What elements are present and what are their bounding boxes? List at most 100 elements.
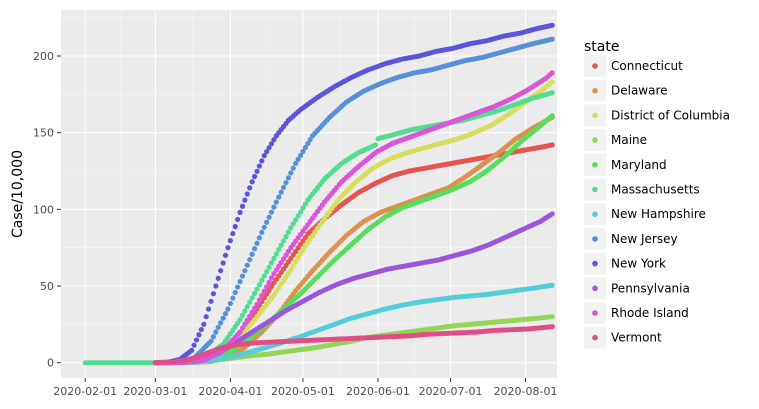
legend-item: Massachusetts xyxy=(584,178,700,201)
legend-label: New York xyxy=(611,257,666,271)
legend-label: New Hampshire xyxy=(611,207,706,221)
x-tick-label: 2020-06-01 xyxy=(346,385,410,398)
legend-label: District of Columbia xyxy=(611,108,730,122)
point-new-york xyxy=(193,337,200,343)
legend-key-swatch xyxy=(592,310,598,316)
point-connecticut xyxy=(549,142,555,148)
series-new-jersey xyxy=(157,36,555,366)
point-rhode-island xyxy=(242,321,248,327)
point-new-york xyxy=(266,145,272,151)
point-new-jersey xyxy=(549,36,555,42)
point-new-york xyxy=(205,306,212,312)
point-rhode-island xyxy=(264,284,270,290)
legend-key-swatch xyxy=(592,211,598,217)
point-new-york xyxy=(220,260,226,266)
series-new-york xyxy=(152,22,555,366)
point-rhode-island xyxy=(256,297,262,303)
point-new-york xyxy=(268,141,275,147)
point-rhode-island xyxy=(266,279,272,286)
point-new-york xyxy=(227,238,233,244)
point-rhode-island xyxy=(239,325,246,331)
legend-items: Connecticut Delaware District of Columbia M… xyxy=(584,55,730,349)
point-new-jersey xyxy=(266,214,272,220)
point-new-york xyxy=(222,252,229,258)
y-axis: 0 50 100 150 200 xyxy=(33,50,61,370)
y-tick-label: 150 xyxy=(33,127,54,140)
point-massachusetts xyxy=(271,255,277,261)
point-new-jersey xyxy=(307,137,313,143)
point-rhode-island xyxy=(268,275,275,281)
point-new-jersey xyxy=(295,156,301,162)
point-massachusetts xyxy=(290,221,296,227)
point-new-jersey xyxy=(242,268,248,274)
legend-item: New York xyxy=(584,252,666,275)
y-tick-label: 100 xyxy=(33,203,54,216)
point-new-york xyxy=(249,179,255,185)
point-massachusetts xyxy=(268,260,275,266)
point-rhode-island xyxy=(276,263,282,269)
point-new-jersey xyxy=(208,338,214,344)
legend-key-swatch xyxy=(592,260,598,267)
point-new-jersey xyxy=(210,334,217,340)
x-tick-label: 2020-05-01 xyxy=(271,385,335,398)
point-massachusetts xyxy=(300,205,306,211)
x-tick-label: 2020-03-01 xyxy=(123,385,187,398)
point-rhode-island xyxy=(285,248,292,254)
point-district-of-columbia xyxy=(288,267,294,273)
legend-item: Vermont xyxy=(584,326,662,349)
point-massachusetts xyxy=(264,268,270,275)
point-new-york xyxy=(198,326,204,333)
point-new-york xyxy=(201,321,207,327)
legend-item: Delaware xyxy=(584,79,668,102)
y-axis-title: Case/10,000 xyxy=(10,150,26,238)
legend-item: New Jersey xyxy=(584,227,678,250)
legend-item: District of Columbia xyxy=(584,104,730,127)
point-massachusetts xyxy=(280,238,287,244)
point-district-of-columbia xyxy=(297,251,304,257)
point-massachusetts xyxy=(283,233,289,240)
legend-key-swatch xyxy=(592,137,598,143)
point-maine xyxy=(549,314,555,320)
point-massachusetts xyxy=(276,247,282,253)
point-new-jersey xyxy=(230,295,236,301)
point-massachusetts xyxy=(273,251,279,257)
legend-item: Maryland xyxy=(584,153,667,176)
x-axis: 2020-02-01 2020-03-01 2020-04-01 2020-05-01… xyxy=(53,378,558,398)
point-district-of-columbia xyxy=(285,271,292,277)
x-tick-label: 2020-04-01 xyxy=(198,385,262,398)
point-new-jersey xyxy=(271,204,277,210)
point-massachusetts xyxy=(239,312,246,318)
point-new-york xyxy=(237,209,243,215)
legend-key-swatch xyxy=(592,334,598,341)
point-new-jersey xyxy=(213,329,219,335)
legend-item: Pennsylvania xyxy=(584,277,690,300)
point-massachusetts xyxy=(237,317,243,323)
x-tick-label: 2020-02-01 xyxy=(53,385,117,398)
point-rhode-island xyxy=(261,288,267,294)
point-new-york xyxy=(256,163,262,169)
point-new-york xyxy=(549,22,555,28)
point-new-jersey xyxy=(254,240,260,246)
point-rhode-island xyxy=(251,305,258,311)
point-new-york xyxy=(213,283,219,289)
legend-label: Maine xyxy=(611,133,647,147)
point-new-york xyxy=(242,197,248,203)
point-new-york xyxy=(191,342,197,348)
point-rhode-island xyxy=(254,301,260,307)
point-new-jersey xyxy=(280,184,287,191)
point-new-jersey xyxy=(276,194,282,200)
legend-key-swatch xyxy=(592,186,598,193)
point-new-jersey xyxy=(220,315,226,321)
point-new-york xyxy=(244,191,250,197)
point-new-york xyxy=(208,298,214,304)
legend-label: Connecticut xyxy=(611,59,683,73)
point-new-jersey xyxy=(218,320,224,326)
legend-key-swatch xyxy=(592,162,598,168)
x-tick-label: 2020-08-01 xyxy=(494,385,558,398)
point-new-york xyxy=(230,230,236,237)
legend-key-swatch xyxy=(592,63,598,69)
point-new-jersey xyxy=(247,257,253,263)
point-connecticut xyxy=(268,284,275,290)
point-new-york xyxy=(271,137,277,143)
legend-label: New Jersey xyxy=(611,232,678,246)
